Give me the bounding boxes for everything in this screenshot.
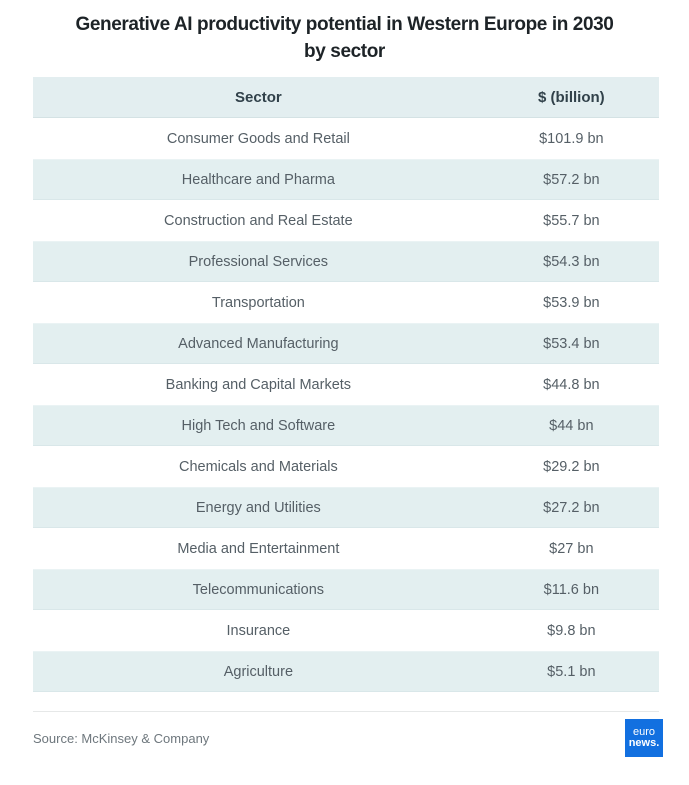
- table-row: Chemicals and Materials $29.2 bn: [33, 446, 659, 487]
- sector-cell: Chemicals and Materials: [178, 458, 338, 475]
- table-row: Media and Entertainment $27 bn: [33, 528, 659, 569]
- value-cell: $101.9 bn: [539, 130, 604, 147]
- column-header-sector: Sector: [235, 88, 282, 106]
- value-cell: $9.8 bn: [547, 622, 596, 639]
- title-line-2: by sector: [304, 41, 385, 62]
- table-row: Professional Services $54.3 bn: [33, 241, 659, 282]
- table-row: Agriculture $5.1 bn: [33, 651, 659, 692]
- value-cell: $11.6 bn: [543, 581, 600, 598]
- table-row: Healthcare and Pharma $57.2 bn: [33, 159, 659, 200]
- value-cell: $44 bn: [549, 417, 594, 434]
- table-body: Consumer Goods and Retail $101.9 bn Heal…: [33, 118, 659, 692]
- footer: Source: McKinsey & Company euro news.: [33, 719, 663, 757]
- value-cell: $53.9 bn: [543, 294, 600, 311]
- sector-cell: Banking and Capital Markets: [165, 376, 352, 393]
- sector-cell: Construction and Real Estate: [164, 212, 353, 229]
- table-row: Construction and Real Estate $55.7 bn: [33, 200, 659, 241]
- table-row: Consumer Goods and Retail $101.9 bn: [33, 118, 659, 159]
- table-row: Energy and Utilities $27.2 bn: [33, 487, 659, 528]
- value-cell: $27.2 bn: [543, 499, 600, 516]
- value-cell: $55.7 bn: [543, 212, 600, 229]
- sector-cell: Telecommunications: [192, 581, 325, 598]
- table-header-row: Sector $ (billion): [33, 77, 659, 118]
- value-cell: $57.2 bn: [543, 171, 600, 188]
- sector-cell: Consumer Goods and Retail: [166, 130, 350, 147]
- table-row: Insurance $9.8 bn: [33, 610, 659, 651]
- sector-cell: Advanced Manufacturing: [178, 335, 339, 352]
- value-cell: $27 bn: [549, 540, 594, 557]
- table-row: Transportation $53.9 bn: [33, 282, 659, 323]
- source-text: Source: McKinsey & Company: [33, 730, 210, 746]
- sector-cell: Healthcare and Pharma: [181, 171, 335, 188]
- title-line-1: Generative AI productivity potential in …: [75, 14, 614, 35]
- sector-cell: Agriculture: [223, 663, 294, 680]
- sector-cell: Media and Entertainment: [177, 540, 340, 557]
- value-cell: $54.3 bn: [543, 253, 600, 270]
- euronews-logo: euro news.: [625, 719, 663, 757]
- sector-table: Sector $ (billion) Consumer Goods and Re…: [33, 77, 659, 692]
- value-cell: $44.8 bn: [543, 376, 600, 393]
- table-row: High Tech and Software $44 bn: [33, 405, 659, 446]
- value-cell: $53.4 bn: [543, 335, 600, 352]
- table-row: Telecommunications $11.6 bn: [33, 569, 659, 610]
- column-header-value: $ (billion): [538, 88, 605, 106]
- page-title: Generative AI productivity potential in …: [0, 11, 689, 65]
- sector-cell: Energy and Utilities: [195, 499, 321, 516]
- euronews-logo-line2: news.: [628, 737, 660, 749]
- sector-cell: Professional Services: [188, 253, 329, 270]
- table-row: Banking and Capital Markets $44.8 bn: [33, 364, 659, 405]
- value-cell: $29.2 bn: [543, 458, 600, 475]
- sector-cell: Transportation: [211, 294, 305, 311]
- footer-divider: [33, 711, 659, 712]
- euronews-logo-line1: euro: [632, 725, 656, 738]
- sector-cell: High Tech and Software: [181, 417, 336, 434]
- value-cell: $5.1 bn: [547, 663, 596, 680]
- sector-cell: Insurance: [226, 622, 291, 639]
- table-row: Advanced Manufacturing $53.4 bn: [33, 323, 659, 364]
